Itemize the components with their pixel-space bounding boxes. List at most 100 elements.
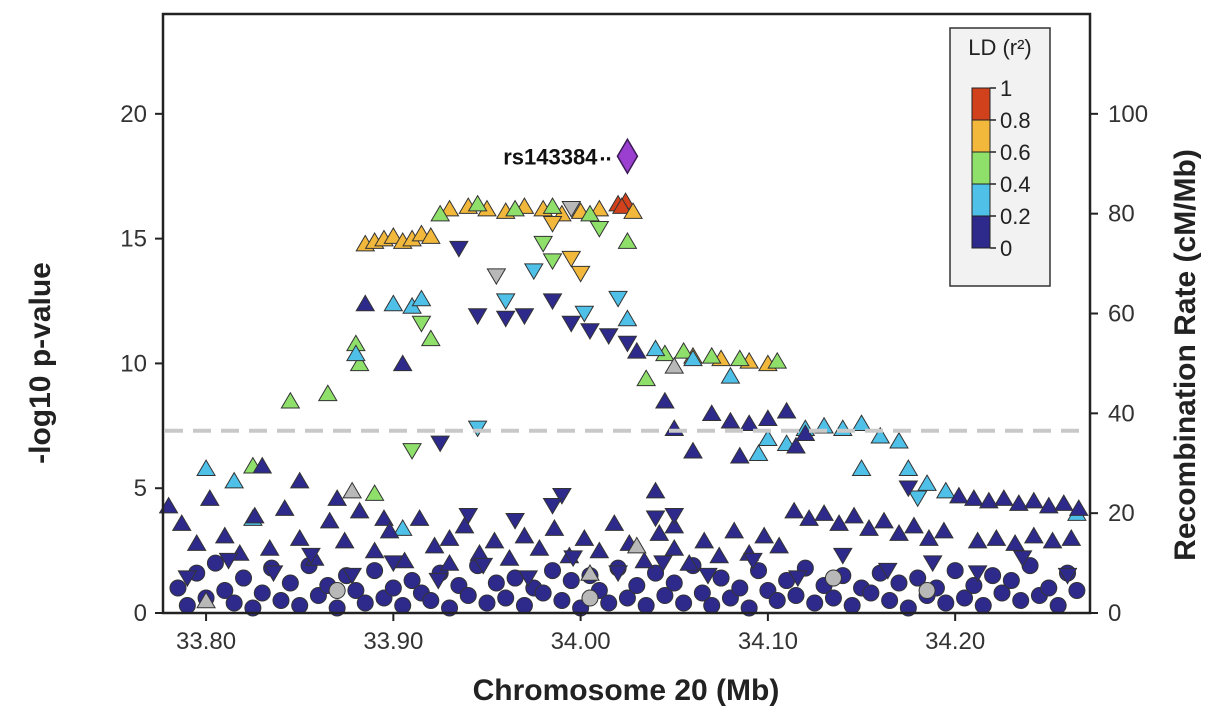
data-point: [611, 197, 632, 214]
data-point: [637, 597, 655, 615]
data-point: [709, 546, 730, 564]
data-point: [244, 506, 265, 524]
data-point: [784, 501, 804, 519]
data-point: [430, 204, 451, 222]
data-point: [580, 204, 600, 222]
data-point: [776, 401, 797, 419]
data-point: [206, 554, 224, 572]
x-axis-title: Chromosome 20 (Mb): [473, 674, 780, 706]
data-point: [383, 227, 404, 244]
data-point: [799, 509, 819, 526]
data-point: [411, 289, 432, 307]
data-point: [274, 499, 295, 516]
data-point: [634, 551, 655, 569]
data-point: [495, 293, 516, 311]
y-axis-right: 0 20 40 60 80 100: [1090, 101, 1148, 627]
data-point: [965, 577, 983, 595]
data-point: [259, 539, 280, 556]
data-point: [984, 567, 1002, 585]
data-point: [178, 597, 196, 615]
data-point: [851, 414, 872, 432]
data-point: [327, 489, 348, 506]
data-point: [542, 293, 563, 311]
data-point: [720, 411, 741, 429]
data-point: [1040, 579, 1058, 597]
data-point: [1002, 572, 1020, 590]
data-point: [683, 349, 703, 367]
legend-label: 0.6: [1000, 140, 1031, 165]
data-point: [694, 531, 715, 549]
data-point: [449, 240, 469, 258]
data-point: [349, 354, 370, 372]
data-point: [617, 335, 638, 353]
y2-tick-label: 0: [1108, 600, 1121, 627]
data-point: [832, 547, 853, 565]
data-point: [458, 507, 479, 525]
x-tick-label: 34.00: [551, 628, 611, 655]
y-tick-label: 15: [120, 226, 147, 253]
legend-title: LD (r²): [968, 35, 1032, 60]
data-point: [186, 534, 207, 551]
data-point: [562, 572, 580, 590]
data-point: [636, 369, 657, 387]
data-point: [499, 549, 520, 566]
data-point: [922, 555, 943, 573]
data-point: [731, 579, 749, 597]
data-point: [394, 597, 412, 615]
data-point: [253, 584, 271, 602]
data-point: [645, 510, 666, 528]
data-point: [366, 562, 384, 580]
data-point: [683, 441, 703, 459]
data-point: [420, 329, 441, 347]
data-point: [832, 419, 853, 437]
data-point: [553, 592, 571, 610]
data-point: [487, 574, 505, 592]
data-point: [428, 572, 449, 590]
data-point: [589, 220, 610, 238]
legend-label: 0.8: [1000, 108, 1031, 133]
y-axis-left: 0 5 10 15 20: [120, 101, 163, 627]
data-point: [225, 594, 243, 612]
data-point: [645, 339, 666, 357]
data-point: [177, 570, 198, 588]
data-point: [383, 294, 404, 312]
data-point: [795, 424, 816, 441]
data-point: [909, 569, 927, 587]
data-point: [967, 531, 988, 549]
data-point: [898, 480, 919, 498]
data-point: [379, 521, 400, 539]
data-point: [919, 529, 939, 546]
data-point: [758, 429, 778, 446]
data-point: [439, 529, 460, 546]
data-point: [561, 200, 582, 218]
data-point: [384, 579, 402, 597]
x-tick-label: 33.80: [176, 628, 236, 655]
y2-tick-label: 100: [1108, 101, 1148, 128]
data-point: [580, 323, 600, 341]
data-point: [383, 555, 404, 573]
data-point: [196, 591, 216, 609]
data-point: [645, 481, 666, 499]
data-point: [748, 444, 769, 461]
data-point: [467, 194, 488, 212]
data-point: [874, 511, 894, 529]
data-point: [720, 366, 741, 384]
data-point: [978, 491, 999, 509]
data-point: [664, 507, 685, 525]
data-point: [1068, 499, 1089, 516]
data-point: [484, 531, 505, 549]
data-point: [787, 570, 808, 588]
data-point: [617, 309, 638, 327]
data-point: [653, 555, 673, 573]
y-tick-label: 10: [120, 350, 147, 377]
data-point: [617, 232, 638, 249]
data-point: [898, 459, 919, 476]
data-point: [454, 516, 475, 534]
legend-swatch: [971, 87, 991, 121]
data-point: [1057, 567, 1078, 585]
data-point: [403, 572, 421, 590]
data-point: [877, 562, 898, 580]
data-point: [301, 547, 321, 565]
data-point: [574, 305, 595, 323]
